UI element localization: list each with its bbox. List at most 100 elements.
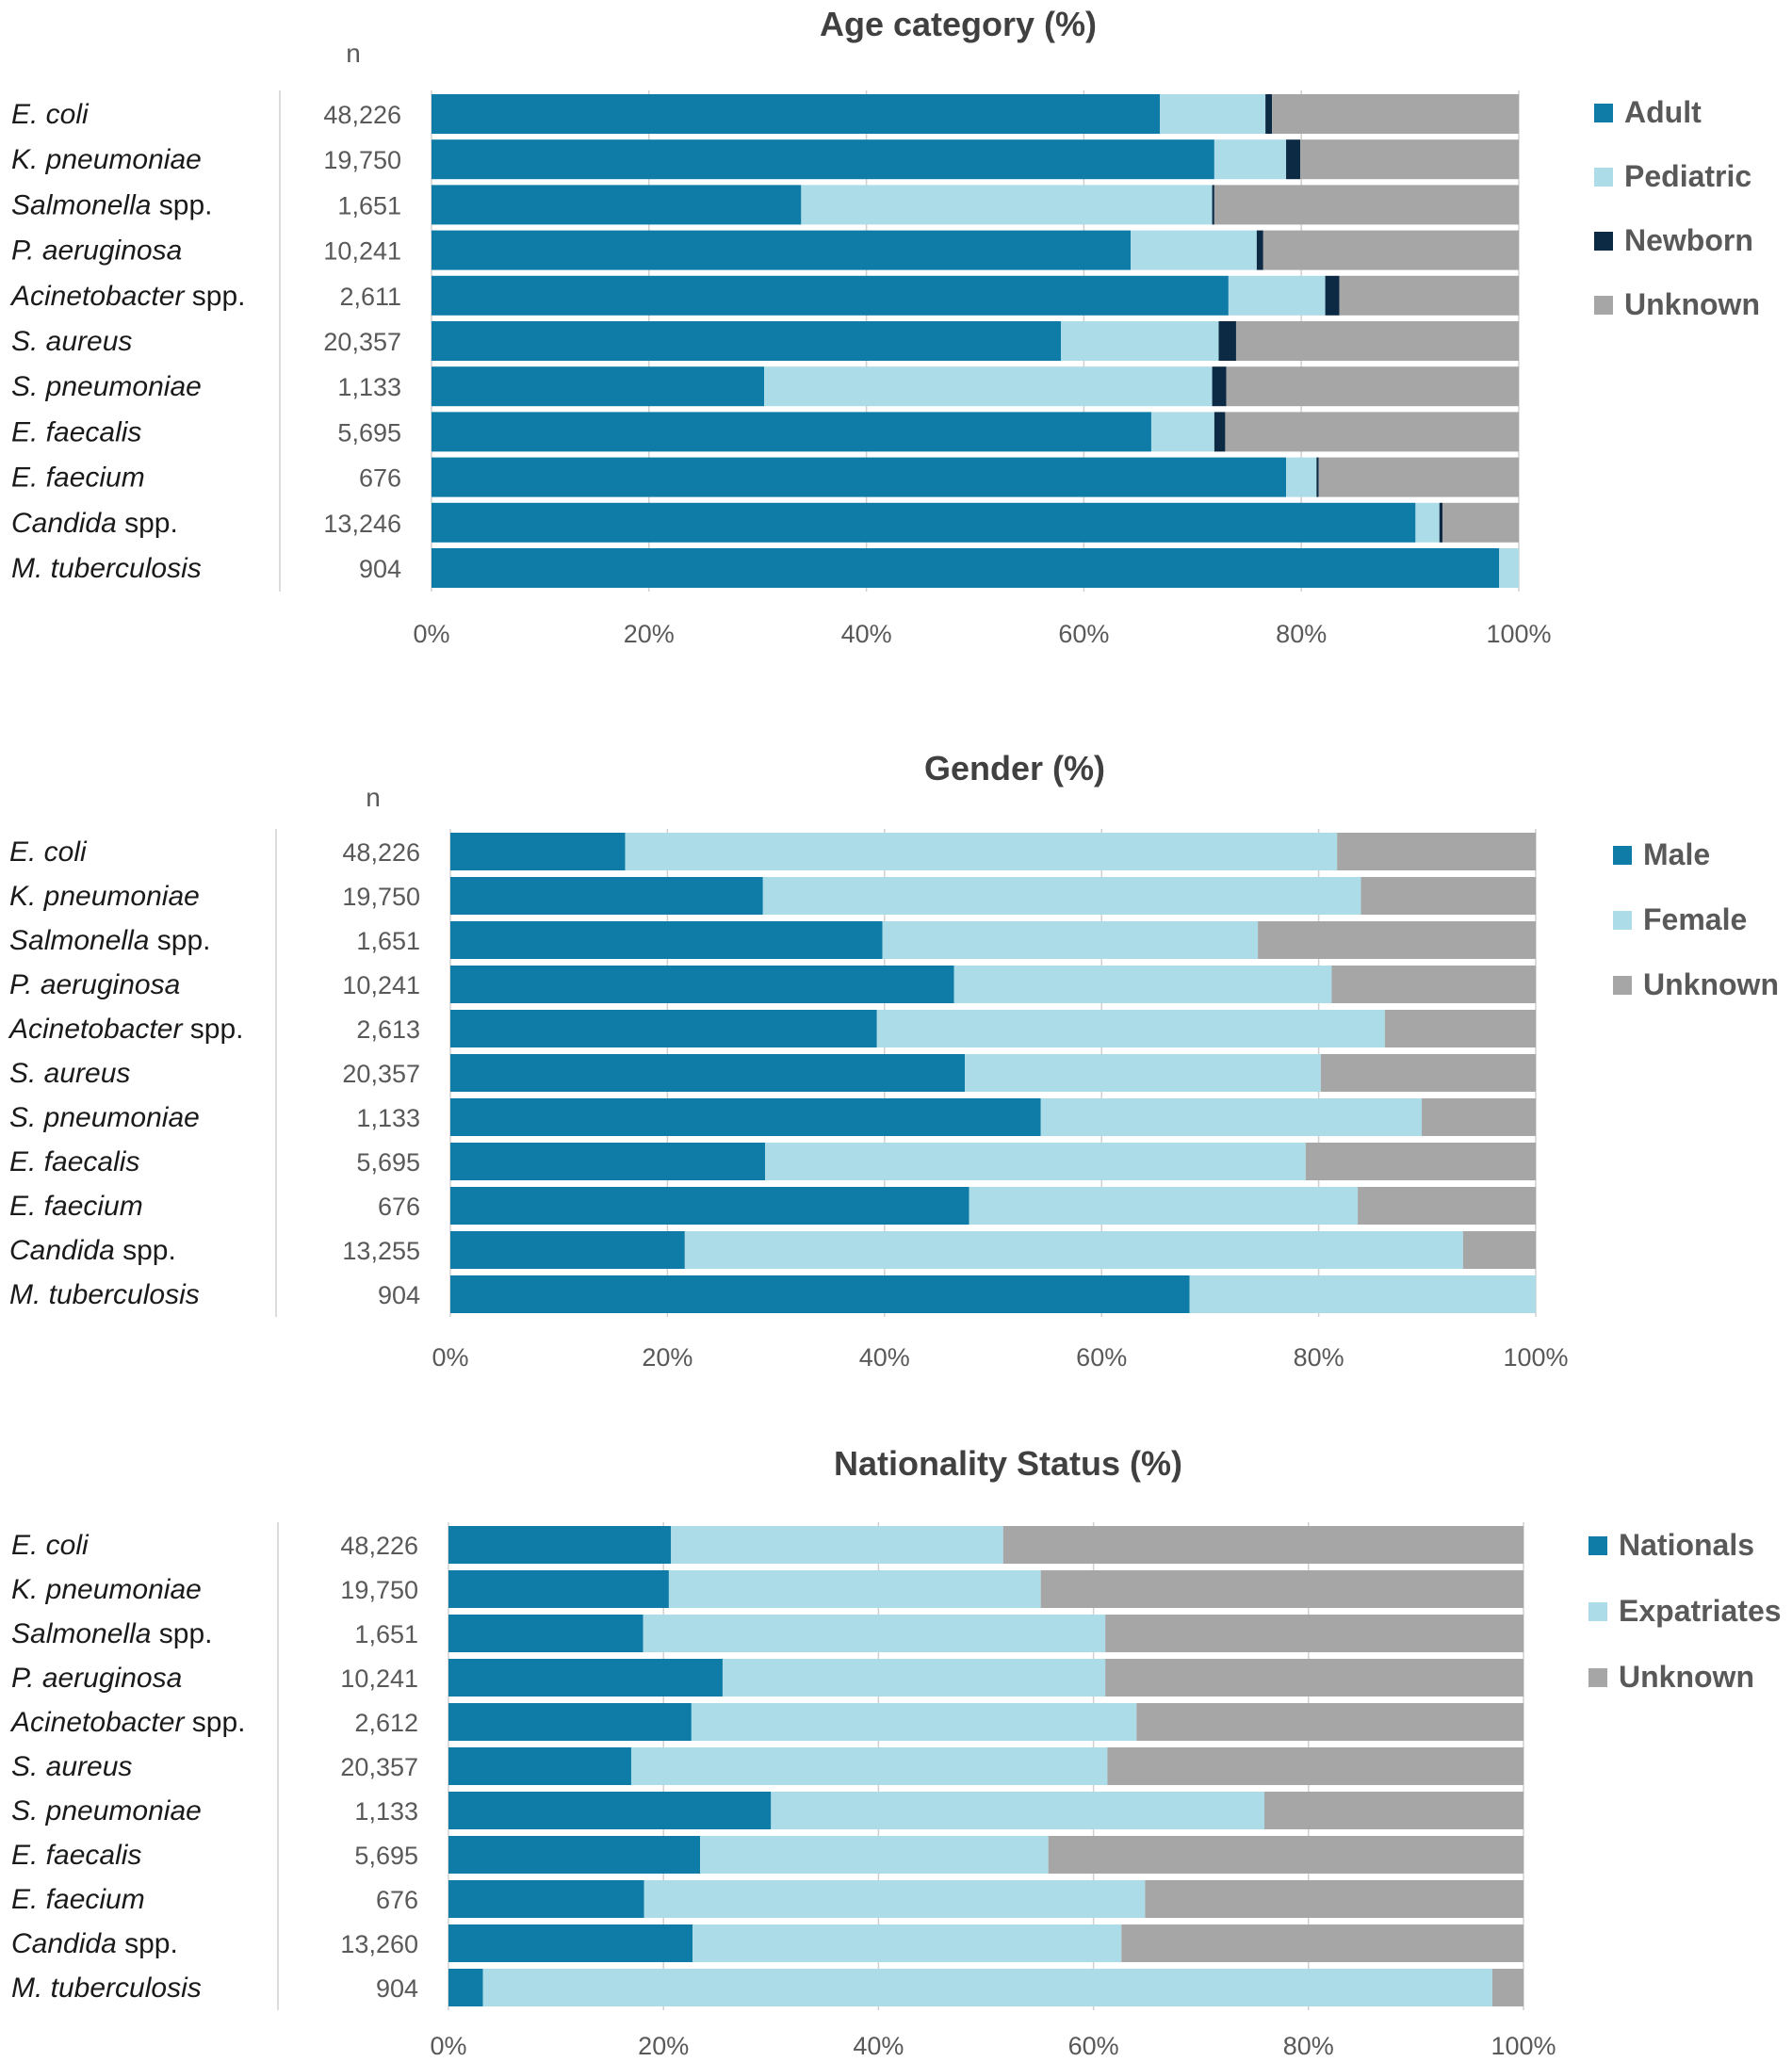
x-tick-label: 80% [1283,2032,1334,2060]
category-label: K. pneumoniae [11,144,202,175]
n-value: 13,246 [323,510,401,538]
bar-newborn [1214,412,1226,452]
legend-swatch-unknown [1594,296,1613,315]
bar-newborn [1325,275,1340,316]
legend-label: Female [1643,902,1747,936]
bar-expatriates [671,1526,1003,1564]
legend-label: Expatriates [1619,1594,1782,1628]
bar-unknown [1235,321,1519,361]
category-label: E. coli [9,836,88,868]
legend-swatch-pediatric [1594,168,1613,187]
legend-label: Male [1643,837,1710,871]
bar-pediatric [1160,94,1266,134]
bar-expatriates [722,1659,1106,1697]
x-tick-label: 20% [638,2032,689,2060]
category-label: S. pneumoniae [11,1795,202,1827]
bar-unknown [1491,1969,1523,2006]
bar-female [1040,1098,1423,1136]
bar-pediatric [1499,548,1519,588]
chart-title: Gender (%) [924,749,1105,787]
bar-pediatric [1286,457,1317,497]
bar-pediatric [1415,502,1440,543]
bar-expatriates [699,1836,1049,1874]
legend-label: Adult [1624,95,1702,129]
bar-expatriates [771,1792,1265,1829]
bar-unknown [1305,1143,1536,1180]
bar-female [969,1187,1359,1225]
n-value: 1,651 [337,191,401,219]
bar-male [450,1187,969,1225]
bar-nationals [448,1747,631,1785]
n-value: 19,750 [323,146,401,174]
x-tick-label: 60% [1058,620,1109,648]
n-value: 5,695 [337,418,401,446]
legend-label: Nationals [1619,1528,1754,1562]
bar-unknown [1048,1836,1523,1874]
category-label: Salmonella spp. [9,925,210,956]
bar-unknown [1136,1703,1523,1741]
bar-female [965,1054,1321,1092]
bar-female [765,1143,1306,1180]
n-value: 2,613 [356,1015,420,1044]
n-column-header: n [346,39,361,68]
bar-unknown [1331,966,1536,1003]
bar-unknown [1107,1747,1523,1785]
bar-unknown [1358,1187,1536,1225]
x-tick-label: 20% [642,1343,692,1372]
category-label: K. pneumoniae [11,1574,202,1605]
bar-adult [432,185,802,225]
category-label: S. aureus [11,326,132,357]
bar-adult [432,94,1161,134]
bar-unknown [1462,1231,1536,1269]
category-label: E. coli [11,1530,90,1561]
bar-male [450,966,954,1003]
bar-nationals [448,1570,669,1608]
bar-newborn [1316,457,1319,497]
bar-unknown [1337,833,1536,870]
bar-pediatric [1228,275,1326,316]
bar-unknown [1225,412,1519,452]
bar-nationals [448,1924,693,1962]
legend-label: Unknown [1624,287,1760,321]
x-tick-label: 100% [1491,2032,1556,2060]
n-value: 19,750 [342,883,420,911]
n-column-header: n [366,783,381,812]
n-value: 5,695 [356,1148,420,1177]
n-value: 20,357 [323,328,401,356]
bar-pediatric [764,366,1213,407]
x-tick-label: 40% [841,620,892,648]
bar-expatriates [643,1615,1106,1652]
bar-male [450,1143,766,1180]
category-label: Acinetobacter spp. [9,1707,246,1738]
n-value: 1,651 [356,927,420,955]
bar-nationals [448,1969,483,2006]
bar-unknown [1214,185,1519,225]
bar-female [625,833,1338,870]
bar-newborn [1218,321,1236,361]
bar-adult [432,412,1151,452]
bar-expatriates [692,1924,1122,1962]
bar-female [1189,1275,1536,1313]
bar-adult [432,457,1287,497]
bar-nationals [448,1880,644,1918]
bar-nationals [448,1703,692,1741]
bar-unknown [1442,502,1519,543]
category-label: Salmonella spp. [11,1618,212,1649]
category-label: Acinetobacter spp. [8,1014,244,1045]
bar-newborn [1265,94,1273,134]
bar-female [953,966,1332,1003]
n-value: 13,260 [340,1930,418,1958]
n-value: 10,241 [342,971,420,999]
x-tick-label: 100% [1503,1343,1568,1372]
n-value: 19,750 [340,1576,418,1604]
nationality-status-chart: Nationality Status (%) 0% 20% 40% 60% 80% 100%… [9,1444,1782,2060]
x-tick-label: 40% [853,2032,904,2060]
bar-newborn [1212,185,1214,225]
n-value: 48,226 [340,1532,418,1560]
n-value: 1,133 [337,373,401,401]
bar-unknown [1040,1570,1523,1608]
bar-pediatric [1214,139,1287,180]
bar-adult [432,366,765,407]
gender-chart: Gender (%) n 0% 20% 40% 60% 80% 100% E. coli 48,2… [8,749,1779,1372]
